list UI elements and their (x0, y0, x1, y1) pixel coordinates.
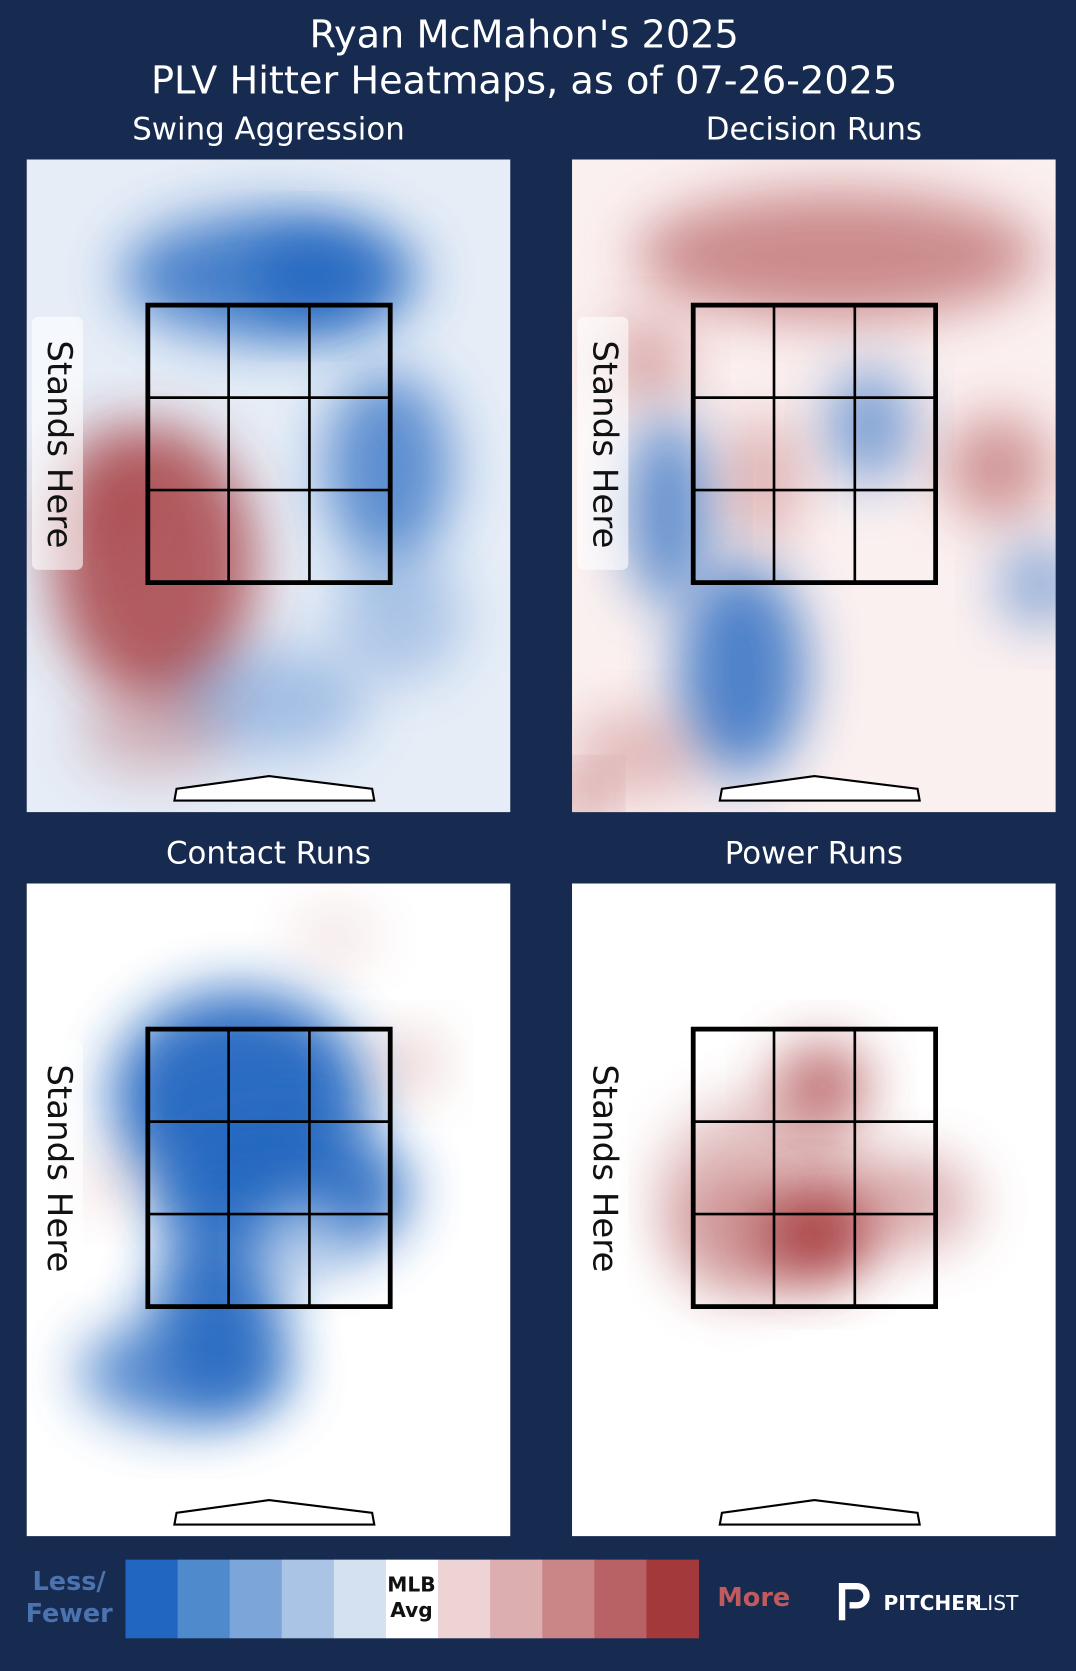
heat-blob (79, 691, 229, 777)
heat-blob (944, 414, 1051, 521)
batter-label-box (31, 1040, 83, 1294)
legend-swatch (281, 1559, 335, 1639)
strike-zone (145, 1026, 393, 1309)
heatmap (26, 883, 511, 1537)
panel-title: Power Runs (725, 835, 903, 871)
legend-more: More (717, 1583, 790, 1613)
brand-logo: PITCHER LIST (838, 1583, 1019, 1621)
heatmap (572, 883, 1056, 1537)
legend-swatch (594, 1559, 647, 1639)
batter-label-box (31, 316, 83, 570)
heat-blob (678, 563, 806, 777)
legend-swatch (646, 1559, 700, 1639)
brand-icon (838, 1583, 870, 1621)
home-plate (718, 775, 921, 802)
heatmap-panel: Contact Runs Stands Here (26, 835, 511, 1537)
heat-blob (625, 414, 711, 606)
title-line: PLV Hitter Heatmaps, as of 07-26-2025 (151, 58, 897, 103)
heatmap-panel: Decision Runs Stands Here (572, 111, 1056, 813)
heat-blob (667, 1170, 796, 1299)
legend-swatch (177, 1559, 231, 1639)
brand-text: PITCHER (884, 1591, 982, 1615)
heat-blob (79, 1149, 144, 1214)
heat-blob (334, 552, 463, 681)
heatmap-panel: Power Runs Stands Here (572, 835, 1056, 1537)
strike-zone (145, 302, 393, 585)
brand-text: LIST (976, 1591, 1019, 1615)
legend-swatch (490, 1559, 543, 1639)
heat-blob (848, 1154, 977, 1251)
heat-blob (249, 233, 378, 319)
strike-zone (690, 1026, 939, 1309)
heat-blob (635, 191, 1040, 319)
home-plate (173, 775, 376, 802)
batter-label: Stands Here (584, 340, 624, 548)
batter-label: Stands Here (584, 1064, 624, 1272)
panel-title: Contact Runs (166, 835, 371, 871)
home-plate (718, 1499, 921, 1526)
strike-zone (690, 302, 939, 585)
legend-swatch (542, 1559, 595, 1639)
legend-swatch (333, 1559, 387, 1639)
heat-blob (377, 1032, 442, 1097)
panel-title: Decision Runs (706, 111, 922, 147)
heat-blob (572, 712, 700, 798)
legend-mid: MLB (387, 1573, 435, 1597)
legend-less: Fewer (26, 1599, 114, 1629)
heat-blob (572, 776, 604, 813)
batter-label: Stands Here (39, 1064, 79, 1272)
title-line: Ryan McMahon's 2025 (309, 13, 738, 58)
home-plate (173, 1499, 376, 1526)
heat-blob (292, 910, 378, 964)
legend-swatch (125, 1559, 179, 1639)
legend-swatch (438, 1559, 491, 1639)
legend-less: Less/ (33, 1567, 107, 1597)
panel-title: Swing Aggression (132, 111, 405, 147)
heatmap (572, 159, 1056, 813)
heatmap (26, 159, 511, 813)
batter-label-box (577, 1040, 629, 1294)
heat-blob (260, 1202, 346, 1288)
heatmap-panel: Swing Aggression Stands Here (26, 111, 511, 813)
legend-swatch (385, 1559, 439, 1639)
legend-mid: Avg (390, 1598, 433, 1622)
heat-blob (79, 1319, 293, 1426)
heat-blob (827, 366, 913, 484)
heat-blob (726, 414, 801, 543)
batter-label: Stands Here (39, 340, 79, 548)
batter-label-box (577, 316, 629, 570)
heat-blob (997, 542, 1056, 628)
legend-swatch (229, 1559, 283, 1639)
